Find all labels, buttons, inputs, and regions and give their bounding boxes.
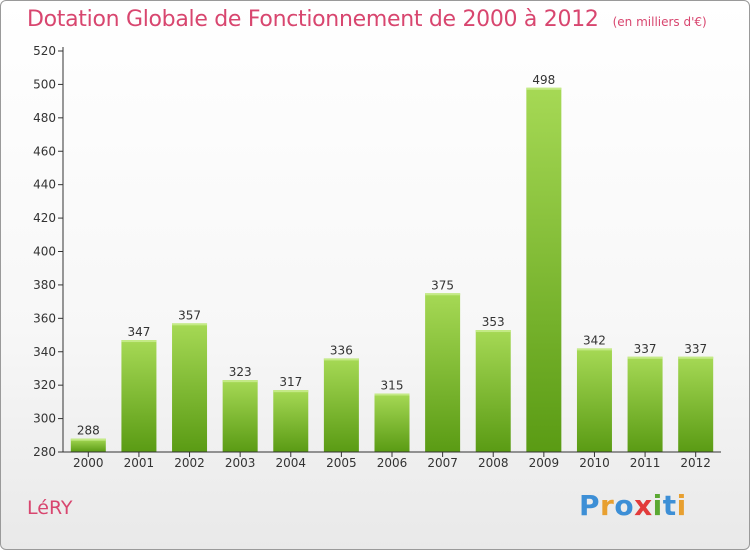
bar-highlight	[678, 356, 714, 359]
bar-highlight	[576, 348, 612, 351]
x-tick-label: 2006	[377, 456, 408, 470]
x-tick-label: 2009	[529, 456, 560, 470]
bar-highlight	[475, 330, 511, 333]
bar	[70, 438, 106, 452]
x-tick-label: 2012	[680, 456, 711, 470]
y-tick-label: 480	[33, 111, 56, 125]
bar	[374, 393, 410, 452]
x-tick-label: 2001	[124, 456, 155, 470]
y-tick-label: 320	[33, 378, 56, 392]
x-tick-label: 2008	[478, 456, 509, 470]
commune-name: LéRY	[27, 497, 73, 519]
bar-highlight	[273, 390, 309, 393]
proxiti-logo: Proxiti	[579, 489, 687, 522]
logo-letter: r	[600, 489, 615, 522]
bar	[273, 390, 309, 452]
y-tick-label: 280	[33, 445, 56, 459]
bar-value-label: 375	[431, 278, 454, 292]
bar	[627, 356, 663, 452]
bar-value-label: 353	[482, 315, 505, 329]
bar	[121, 340, 157, 452]
bars: 288 347 357 323 317 336 315 375 353 498 342 337 337	[70, 73, 714, 452]
chart-unit: (en milliers d'€)	[612, 15, 707, 29]
bar-highlight	[425, 293, 461, 296]
chart-title: Dotation Globale de Fonctionnement de 20…	[27, 7, 707, 32]
bar	[222, 380, 258, 452]
bar-highlight	[70, 438, 106, 441]
y-axis: 280 300 320 340 360 380 400 420 440 460 480 500 520	[33, 44, 64, 459]
bar-highlight	[526, 87, 562, 90]
bar-value-label: 337	[634, 342, 657, 356]
bar-highlight	[121, 340, 157, 343]
logo-letter: i	[676, 489, 687, 522]
y-tick-label: 380	[33, 278, 56, 292]
logo-letter: P	[579, 489, 601, 522]
x-tick-label: 2004	[275, 456, 306, 470]
y-tick-label: 400	[33, 245, 56, 259]
bar-value-label: 336	[330, 343, 353, 357]
bar-value-label: 317	[279, 375, 302, 389]
chart-title-text: Dotation Globale de Fonctionnement de 20…	[27, 7, 599, 32]
x-tick-label: 2005	[326, 456, 357, 470]
y-tick-label: 340	[33, 345, 56, 359]
bar	[172, 323, 208, 452]
x-tick-label: 2002	[174, 456, 205, 470]
x-tick-label: 2000	[73, 456, 104, 470]
y-tick-label: 360	[33, 311, 56, 325]
bar	[678, 356, 714, 452]
bar-value-label: 288	[77, 424, 100, 438]
bar-value-label: 347	[127, 325, 150, 339]
y-tick-label: 460	[33, 144, 56, 158]
logo-letter: o	[614, 489, 635, 522]
bar-highlight	[323, 358, 359, 361]
bar	[323, 358, 359, 452]
y-tick-label: 420	[33, 211, 56, 225]
bar-value-label: 357	[178, 308, 201, 322]
bar-highlight	[172, 323, 208, 326]
x-tick-label: 2007	[427, 456, 458, 470]
logo-letter: t	[662, 489, 677, 522]
y-tick-label: 500	[33, 77, 56, 91]
x-tick-label: 2010	[579, 456, 610, 470]
x-tick-label: 2003	[225, 456, 256, 470]
y-tick-label: 440	[33, 178, 56, 192]
bar-highlight	[374, 393, 410, 396]
bar	[425, 293, 461, 452]
logo-letter: x	[634, 489, 653, 522]
bar-highlight	[222, 380, 258, 383]
logo-letter: i	[652, 489, 663, 522]
bar-value-label: 342	[583, 333, 606, 347]
bar-value-label: 337	[684, 342, 707, 356]
bar	[526, 87, 562, 452]
bar-value-label: 498	[532, 73, 555, 87]
bar-value-label: 315	[381, 379, 404, 393]
x-tick-label: 2011	[630, 456, 661, 470]
bar-highlight	[627, 356, 663, 359]
bar-value-label: 323	[229, 365, 252, 379]
bar	[576, 348, 612, 452]
x-axis: 2000 2001 2002 2003 2004 2005 2006 2007 2008 2009…	[63, 451, 721, 470]
bar	[475, 330, 511, 452]
y-tick-label: 520	[33, 44, 56, 58]
y-tick-label: 300	[33, 412, 56, 426]
